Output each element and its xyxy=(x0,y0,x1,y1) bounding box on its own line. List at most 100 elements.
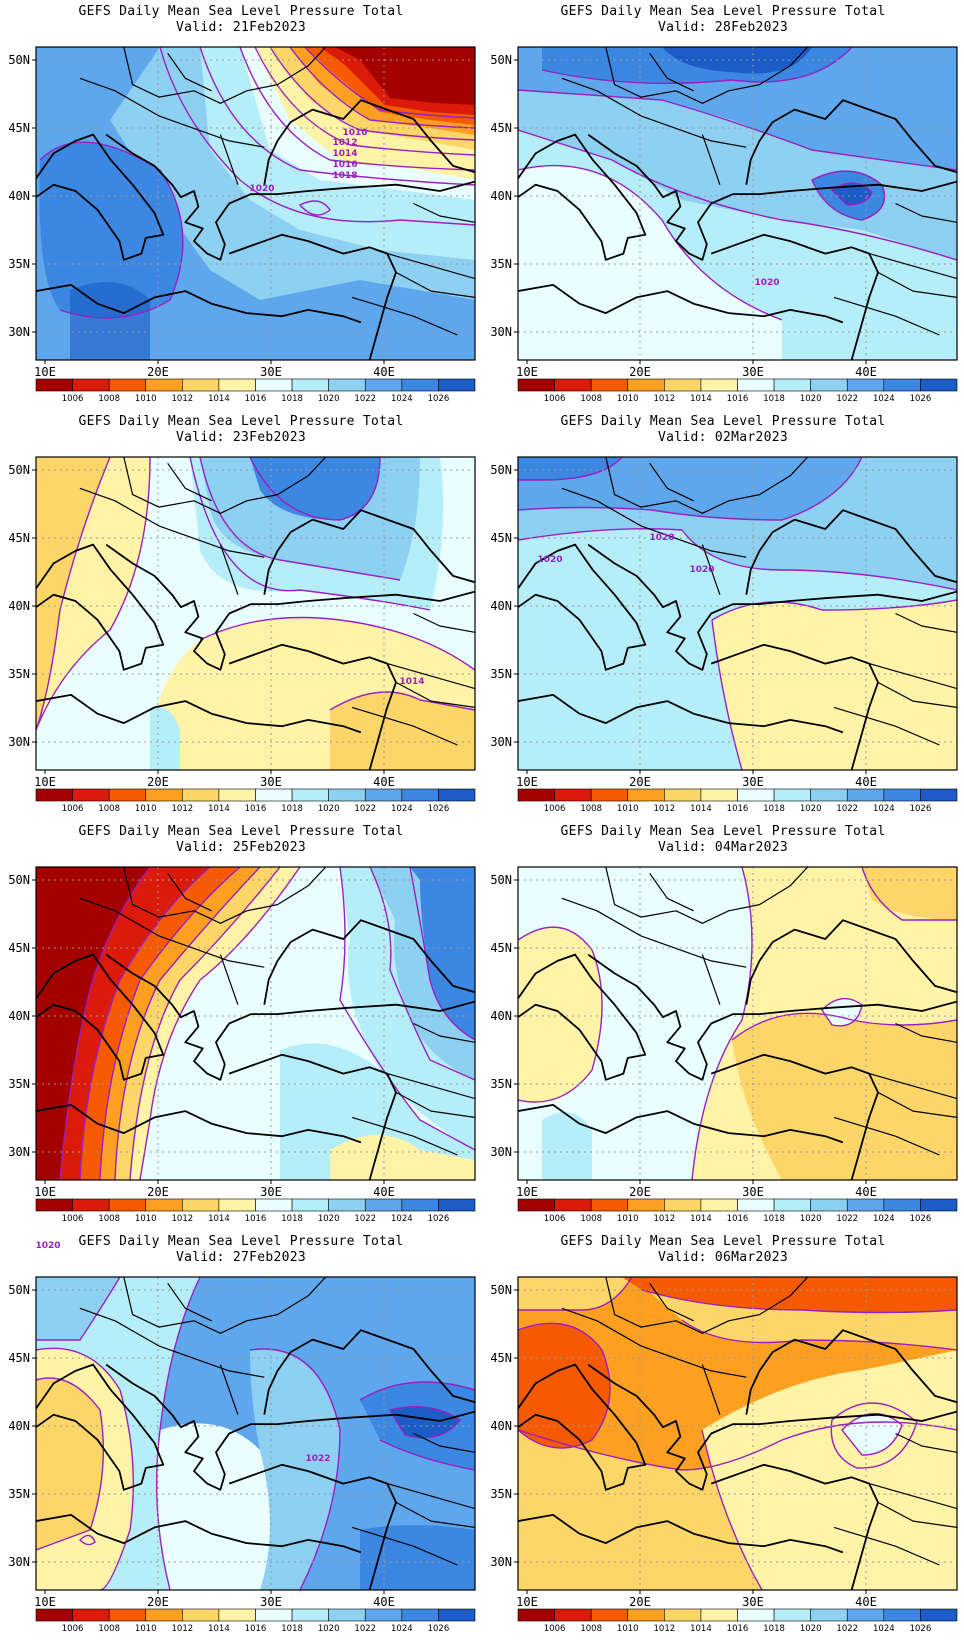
lat-label: 35N xyxy=(8,1077,30,1091)
coastline xyxy=(745,509,957,595)
map-frame xyxy=(35,456,476,771)
colorbar-label: 1014 xyxy=(690,394,712,404)
lat-label: 40N xyxy=(8,189,30,203)
colorbar-swatch xyxy=(664,1608,702,1622)
coastline xyxy=(701,544,721,595)
coastline xyxy=(561,897,747,968)
colorbar-swatch xyxy=(554,788,592,802)
contour-label: 1016 xyxy=(332,160,357,170)
coastline xyxy=(605,457,809,514)
lat-label: 45N xyxy=(490,121,512,135)
lon-label: 10E xyxy=(516,1185,538,1199)
panel-valid: Valid: 28Feb2023 xyxy=(657,20,789,35)
lat-label: 45N xyxy=(490,531,512,545)
lat-label: 35N xyxy=(490,667,512,681)
map-panel-27feb: GEFS Daily Mean Sea Level Pressure Total… xyxy=(0,1230,482,1640)
colorbar-label: 1018 xyxy=(763,1214,785,1224)
coastline xyxy=(587,953,957,1081)
lat-label: 40N xyxy=(490,1419,512,1433)
lon-label: 30E xyxy=(742,775,764,789)
colorbar-swatch xyxy=(364,1608,403,1622)
coastline xyxy=(869,1483,957,1510)
lat-label: 45N xyxy=(8,941,30,955)
coastline xyxy=(649,872,694,912)
colorbar-label: 1006 xyxy=(62,394,84,404)
colorbar-swatch xyxy=(438,788,476,802)
map-frame xyxy=(35,1276,476,1591)
colorbar-label: 1008 xyxy=(580,1624,602,1634)
colorbar-swatch xyxy=(737,1608,775,1622)
coastline xyxy=(649,462,694,502)
colorbar-swatch xyxy=(554,1608,592,1622)
colorbar-label: 1016 xyxy=(727,394,749,404)
colorbar-label: 1010 xyxy=(135,1214,157,1224)
colorbar-swatch xyxy=(846,1198,885,1212)
lat-label: 30N xyxy=(8,1555,30,1569)
lat-label: 30N xyxy=(490,1145,512,1159)
colorbar-swatch xyxy=(664,1198,702,1212)
colorbar-label: 1022 xyxy=(354,1214,376,1224)
colorbar-label: 1018 xyxy=(281,1624,303,1634)
coastline xyxy=(36,1363,165,1491)
coastline xyxy=(167,1282,212,1322)
colorbar-swatch xyxy=(883,1608,921,1622)
lon-label: 30E xyxy=(742,1595,764,1609)
coastline xyxy=(387,663,475,690)
pressure-map: 50N 45N 40N 35N 30N 10E 20E 30E 40E 1020 xyxy=(490,46,958,379)
colorbar-label: 1006 xyxy=(544,1624,566,1634)
panel-title: GEFS Daily Mean Sea Level Pressure Total xyxy=(560,1234,886,1249)
contour-label: 1020 xyxy=(649,533,674,543)
coastline xyxy=(518,284,844,324)
map-frame xyxy=(35,866,476,1181)
lon-label: 20E xyxy=(147,365,169,379)
colorbar-swatch xyxy=(590,1608,629,1622)
coastline xyxy=(518,1104,844,1144)
colorbar-swatch xyxy=(401,378,439,392)
colorbar-label: 1014 xyxy=(208,1214,230,1224)
colorbar-label: 1014 xyxy=(690,1214,712,1224)
colorbar-label: 1008 xyxy=(98,1624,120,1634)
panel-title: GEFS Daily Mean Sea Level Pressure Total xyxy=(560,824,886,839)
coastline xyxy=(869,1073,957,1100)
colorbar-label: 1006 xyxy=(62,1214,84,1224)
coastline xyxy=(605,47,809,104)
colorbar-swatch xyxy=(328,378,366,392)
colorbar-label: 1026 xyxy=(428,394,450,404)
colorbar-label: 1020 xyxy=(318,1214,340,1224)
lon-label: 20E xyxy=(147,775,169,789)
coastline xyxy=(413,1022,475,1043)
contour-label: 1020 xyxy=(754,278,779,288)
colorbar-label: 1022 xyxy=(836,1214,858,1224)
coastline xyxy=(518,543,647,671)
lon-label: 30E xyxy=(260,1595,282,1609)
panel-title: GEFS Daily Mean Sea Level Pressure Total xyxy=(78,1234,404,1249)
colorbar-label: 1008 xyxy=(580,394,602,404)
coastline xyxy=(36,953,165,1081)
lat-label: 30N xyxy=(490,1555,512,1569)
colorbar-label: 1014 xyxy=(208,394,230,404)
colorbar-swatch xyxy=(773,378,811,392)
colorbar-label: 1020 xyxy=(800,1624,822,1634)
colorbar-swatch xyxy=(35,788,73,802)
coastline xyxy=(518,1363,647,1491)
coastline xyxy=(263,1329,475,1415)
colorbar-swatch xyxy=(700,1198,738,1212)
coastline xyxy=(587,133,957,261)
coastline xyxy=(745,99,957,185)
colorbar: 1006 1008 1010 1012 1014 1016 1018 1020 1022 1024… xyxy=(517,378,958,404)
colorbar-swatch xyxy=(700,378,738,392)
colorbar-label: 1020 xyxy=(318,1624,340,1634)
colorbar-swatch xyxy=(108,788,147,802)
coastline xyxy=(79,77,265,148)
colorbar: 1006 1008 1010 1012 1014 1016 1018 1020 1022 1024… xyxy=(35,1198,476,1224)
lat-label: 45N xyxy=(8,121,30,135)
colorbar-label: 1018 xyxy=(281,804,303,814)
colorbar-swatch xyxy=(35,378,73,392)
lon-label: 10E xyxy=(34,775,56,789)
colorbar-label: 1024 xyxy=(873,394,895,404)
coastline xyxy=(395,1501,475,1528)
coastline xyxy=(561,487,747,558)
colorbar-label: 1012 xyxy=(172,804,194,814)
lat-label: 40N xyxy=(8,1009,30,1023)
lat-label: 50N xyxy=(490,463,512,477)
